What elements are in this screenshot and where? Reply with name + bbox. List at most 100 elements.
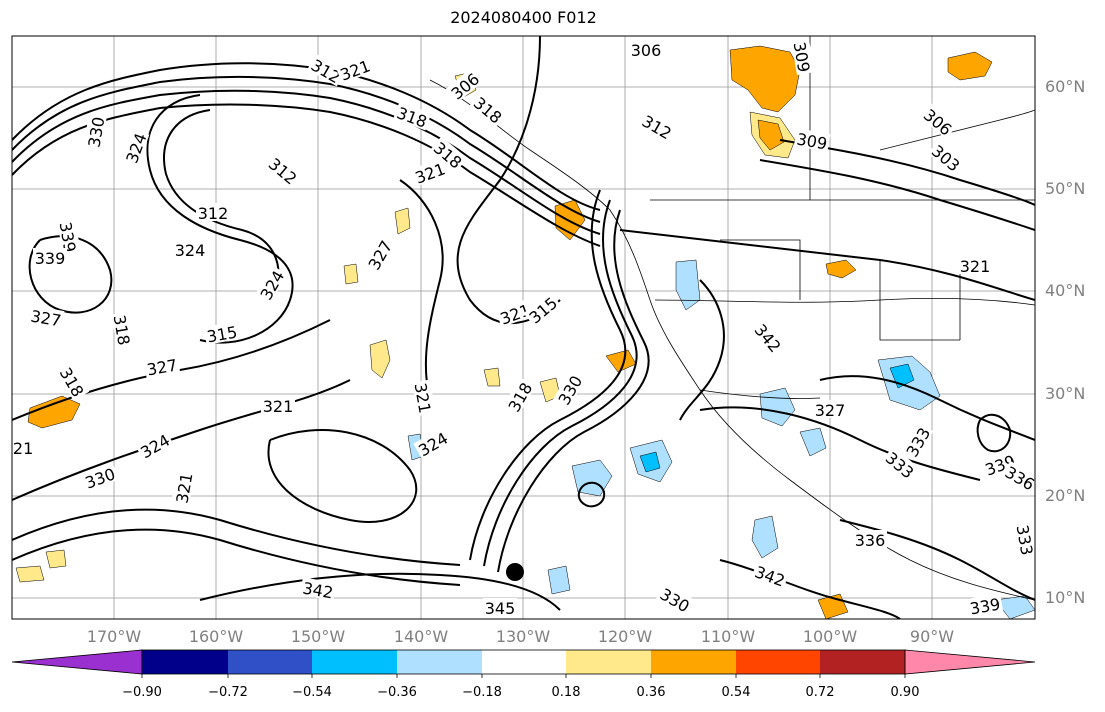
contour-label-bg	[171, 469, 195, 507]
shade-patch	[799, 427, 827, 457]
contour-label-bg	[927, 139, 966, 176]
longitude-label: 120°W	[597, 627, 653, 646]
shade-patch	[994, 595, 1035, 619]
shading-patches	[15, 45, 1035, 619]
map-frame	[11, 35, 1036, 620]
colorbar-segment	[397, 650, 482, 674]
shade-patch	[27, 395, 81, 429]
contour-label-bg	[469, 91, 508, 128]
contour-label-bg	[111, 311, 135, 349]
longitude-label: 90°W	[909, 627, 955, 646]
contour-label-bg	[203, 321, 241, 345]
longitude-label: 100°W	[802, 627, 858, 646]
colorbar-segment	[736, 650, 820, 674]
contour-label-bg	[523, 291, 562, 328]
contour-label-bg	[83, 113, 107, 151]
longitude-label: 110°W	[700, 627, 756, 646]
longitude-label: 140°W	[393, 627, 449, 646]
shade-patch	[547, 565, 571, 595]
shade-patch	[369, 339, 391, 379]
contour-label-bg	[57, 218, 81, 256]
colorbar-tick-label: 0.36	[636, 685, 666, 700]
contour-label-bg	[254, 265, 288, 304]
contour-label-bg	[80, 462, 119, 492]
latitude-label: 20°N	[1045, 486, 1086, 505]
contour-label-bg	[881, 446, 920, 483]
map-title: 2024080400 F012	[450, 8, 597, 27]
shade-patch	[757, 119, 785, 151]
colorbar-tick-label: 0.72	[805, 685, 835, 700]
colorbar-segment	[312, 650, 397, 674]
contour-label: 321	[263, 397, 294, 416]
shade-patch	[639, 451, 661, 473]
contour-label-bg	[33, 248, 67, 266]
shade-patch	[825, 259, 857, 279]
longitude-label: 170°W	[86, 627, 142, 646]
contour-label-bg	[299, 577, 337, 601]
contour-lines	[12, 36, 1035, 619]
shade-patch	[675, 259, 701, 311]
contour-label-bg	[483, 598, 517, 616]
shade-patch	[947, 51, 993, 81]
shade-patch	[483, 367, 501, 387]
contour-label-bg	[966, 593, 1004, 617]
contour-label-bg	[813, 400, 847, 418]
contour-label-bg	[412, 379, 436, 417]
contour-label: 312	[198, 204, 229, 223]
contour-label-bg	[335, 54, 374, 84]
contour-label-bg	[410, 157, 449, 187]
colorbar	[11, 649, 1036, 678]
contour-label-bg	[261, 396, 295, 414]
contour-label-bg	[656, 582, 695, 616]
latitude-label: 30°N	[1045, 384, 1086, 403]
contour-label-bg	[980, 449, 1019, 479]
contour-label-bg	[750, 318, 787, 357]
latitude-label: 10°N	[1045, 588, 1086, 607]
longitude-label: 130°W	[495, 627, 551, 646]
colorbar-segment	[142, 650, 228, 674]
contour-label: 324	[175, 241, 206, 260]
colorbar-segment	[820, 650, 905, 674]
contour-label-bg	[393, 101, 432, 131]
contour-label: 327	[815, 401, 846, 420]
contour-label-bg	[1001, 460, 1035, 494]
colorbar-tick-label: 0.90	[890, 685, 920, 700]
contour-label-bg	[12, 438, 35, 456]
contour-label-bg	[27, 305, 65, 329]
longitude-label: 150°W	[290, 627, 346, 646]
contour-label-bg	[502, 377, 536, 416]
contour-label: 345	[485, 599, 516, 618]
colorbar-tick-label: 0.18	[551, 685, 581, 700]
colorbar-segment	[482, 650, 566, 674]
contour-label-bg	[919, 103, 958, 140]
shade-patch	[15, 565, 45, 583]
colorbar-segment	[566, 650, 651, 674]
shade-patch	[729, 45, 801, 113]
contour-label-bg	[793, 128, 831, 152]
contour-label-bg	[900, 422, 934, 461]
colorbar-extend-low	[11, 649, 143, 675]
contour-label-bg	[413, 426, 452, 460]
contour-label-bg	[307, 53, 346, 87]
contour-label-bg	[173, 240, 207, 258]
location-marker	[506, 563, 524, 581]
colorbar-segment	[228, 650, 312, 674]
contour-label-bg	[196, 203, 230, 221]
colorbar-tick-label: −0.36	[377, 685, 417, 700]
contour-label-bg	[120, 128, 150, 167]
colorbar-tick-label: 0.54	[721, 685, 751, 700]
contour-label-bg	[958, 256, 992, 274]
contour-label-bg	[1014, 521, 1035, 559]
contour-label-bg	[56, 362, 90, 401]
contour-label: 339	[35, 249, 66, 268]
shade-patch	[394, 207, 411, 235]
contour-label: 336	[855, 531, 886, 550]
colorbar-tick-label: −0.18	[462, 685, 502, 700]
contour-label: 306	[631, 41, 662, 60]
latitude-label: 60°N	[1045, 77, 1086, 96]
colorbar-tick-label: −0.72	[208, 685, 248, 700]
colorbar-tick-label: −0.54	[292, 685, 332, 700]
shade-patch	[343, 263, 359, 285]
